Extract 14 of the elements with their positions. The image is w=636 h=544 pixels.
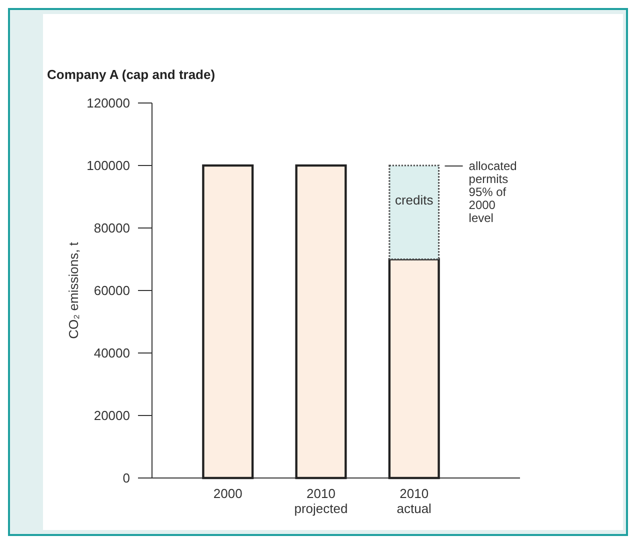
series-label: credits — [394, 192, 434, 208]
x-tick-label: 2000 — [213, 486, 242, 501]
y-tick-label: 20000 — [94, 408, 130, 424]
y-tick-label: 120000 — [86, 96, 130, 111]
y-axis-title: CO₂ emissions, t — [66, 242, 81, 339]
x-tick-label: 2010 actual — [396, 486, 432, 516]
y-tick-label: 0 — [122, 470, 130, 486]
y-tick-label: 80000 — [94, 220, 130, 236]
y-tick-label: 60000 — [94, 283, 130, 298]
y-tick-label: 100000 — [86, 158, 130, 174]
annotation: allocated permits 95% of 2000 level — [468, 159, 517, 225]
chart-title: Company A (cap and trade) — [47, 67, 216, 82]
x-tick-label: 2010 projected — [294, 486, 348, 516]
y-tick-label: 40000 — [94, 346, 130, 361]
